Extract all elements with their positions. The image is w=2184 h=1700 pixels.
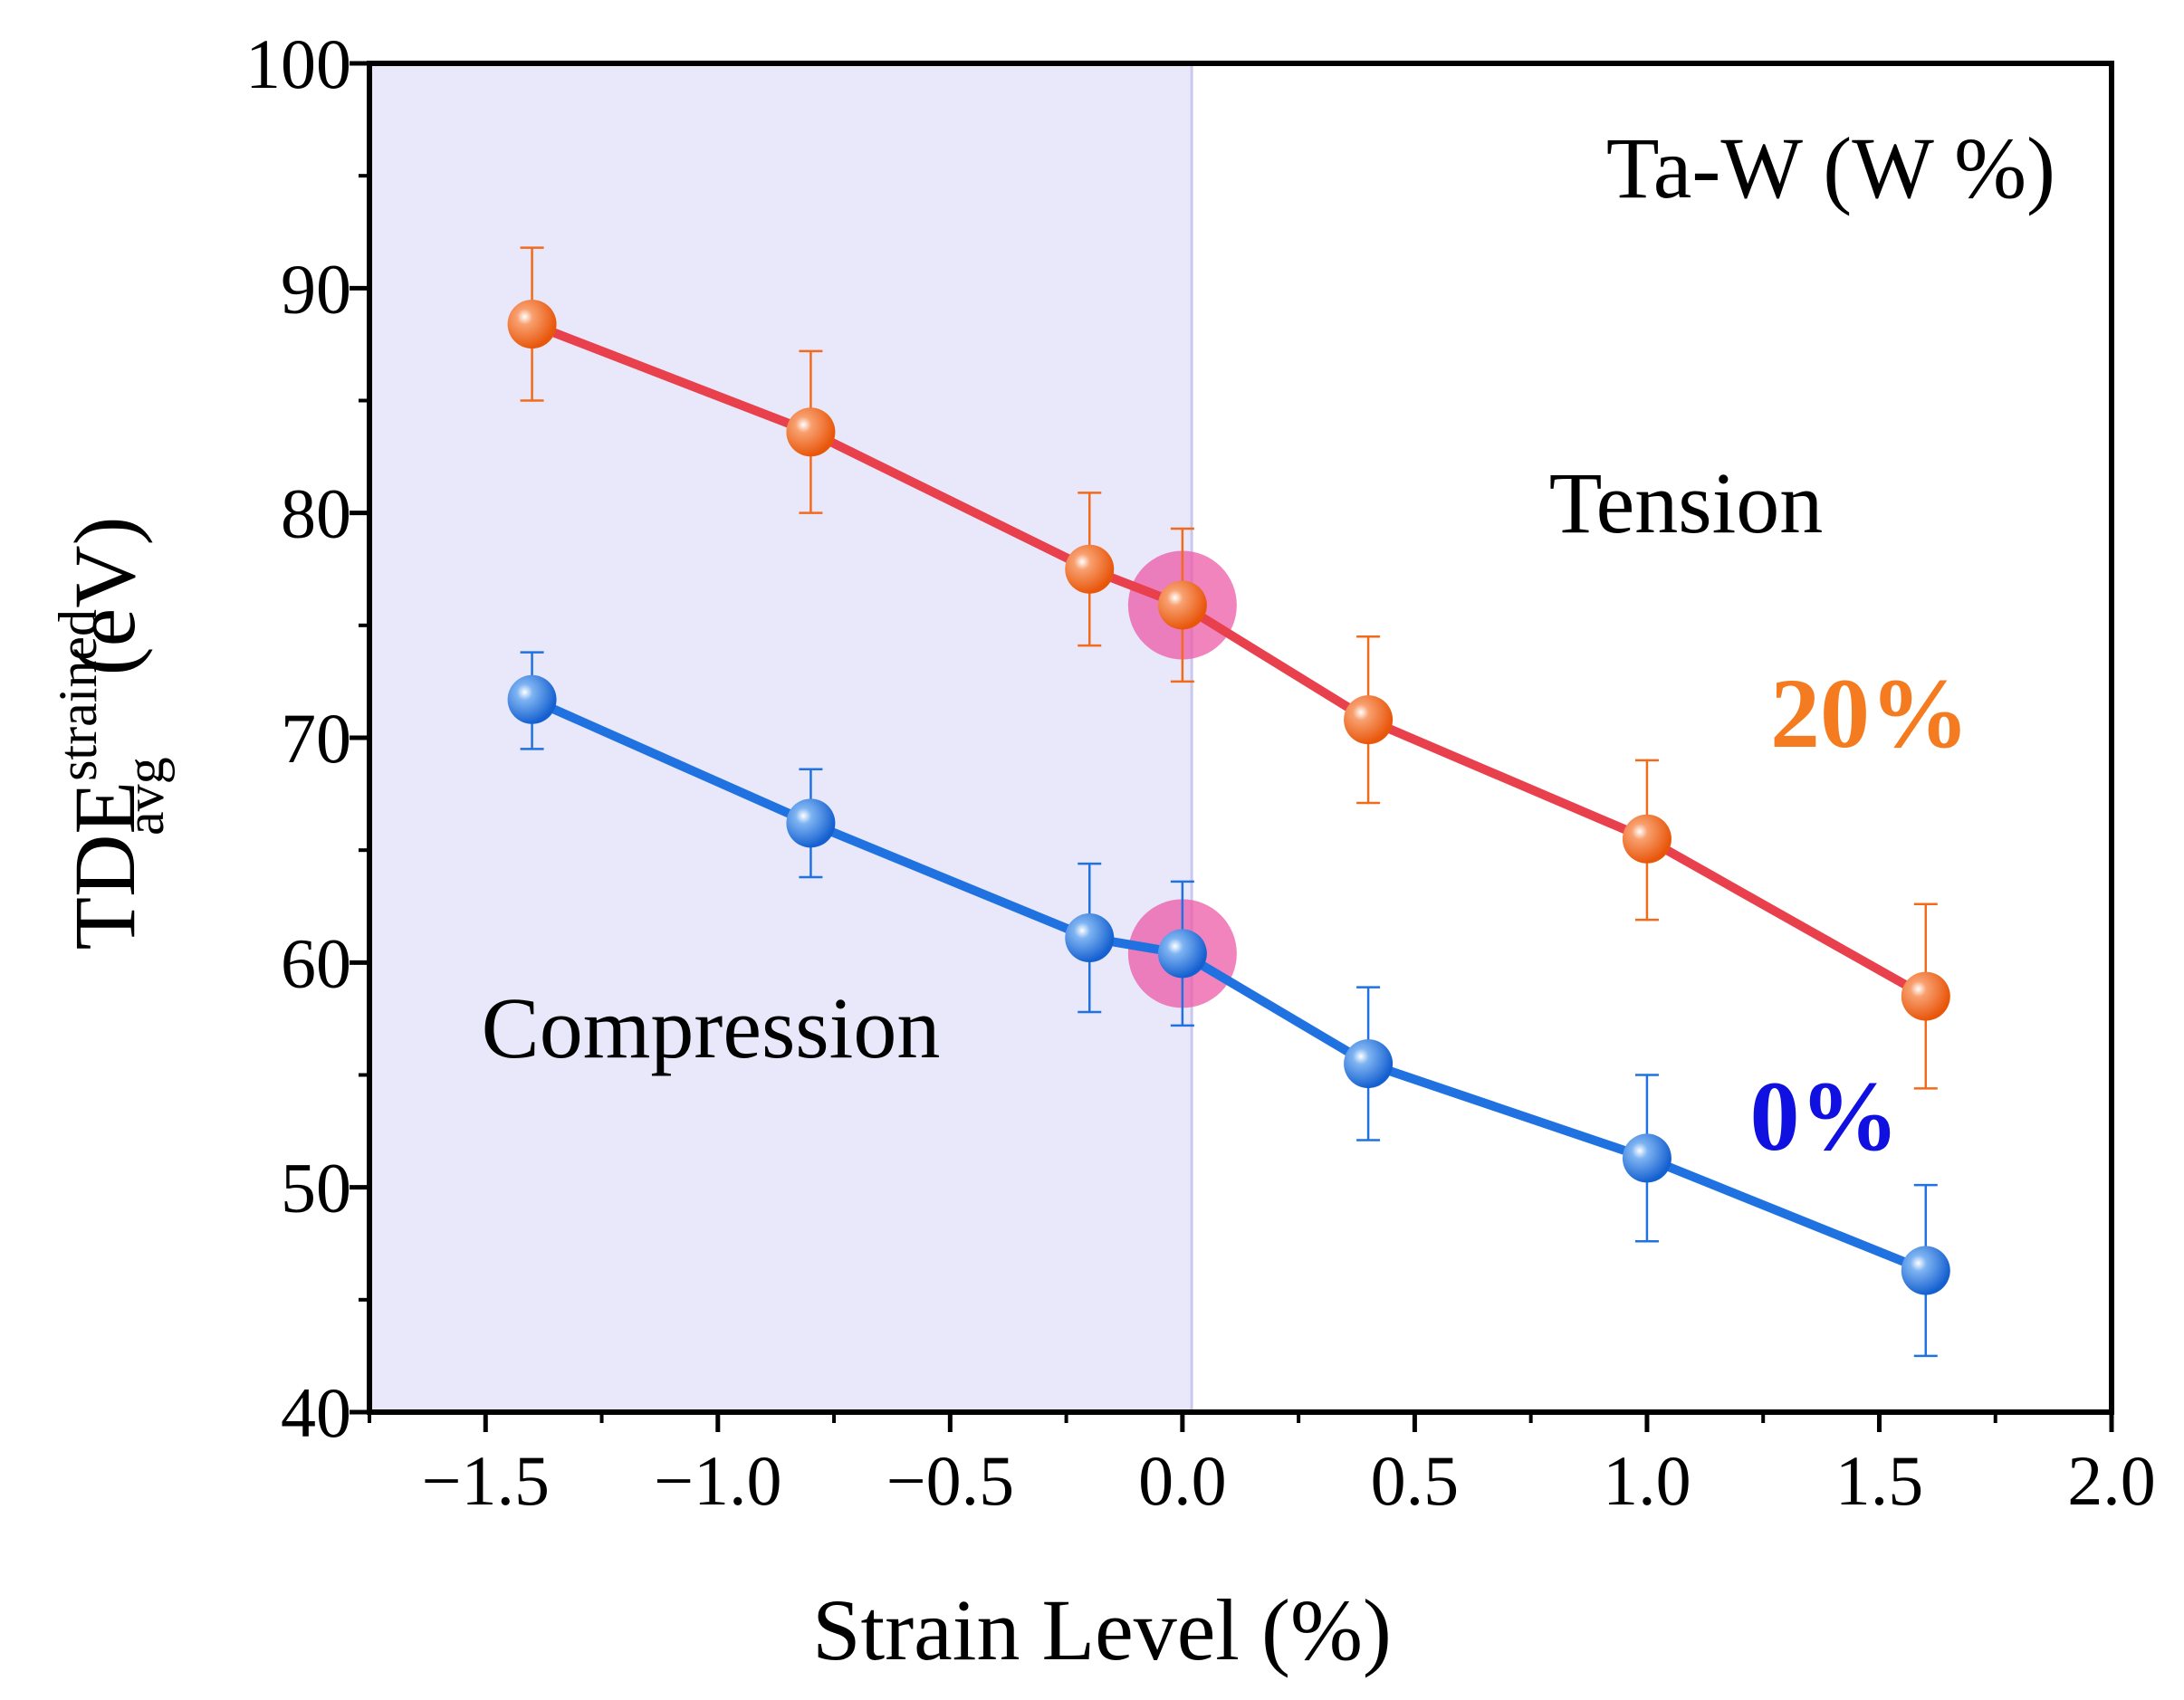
y-axis-title-unit: (eV) [56, 516, 153, 675]
data-point [1157, 929, 1207, 979]
x-axis-title: Strain Level (%) [812, 1581, 1392, 1678]
data-point [1344, 695, 1394, 745]
legend-title: Ta-W (W %) [1606, 119, 2055, 216]
y-axis-title-sup: strained [48, 609, 108, 781]
data-point [786, 798, 836, 848]
series-0 [507, 246, 1950, 1090]
x-tick-label: −0.5 [886, 1441, 1015, 1520]
y-tick-label: 90 [281, 249, 351, 328]
x-tick-label: 2.0 [2067, 1441, 2156, 1520]
svg-text:TDEstrainedavg(eV): TDEstrainedavg (eV) [48, 516, 175, 950]
x-tick-label: 0.5 [1371, 1441, 1460, 1520]
data-point [1065, 913, 1115, 963]
y-axis-title-sub: avg [115, 757, 175, 836]
x-tick-label: 1.0 [1603, 1441, 1691, 1520]
x-tick-label: 0.0 [1138, 1441, 1227, 1520]
data-point [1901, 1246, 1950, 1295]
data-point [786, 407, 836, 457]
x-tick-label: −1.5 [422, 1441, 551, 1520]
data-point [1157, 580, 1207, 630]
y-axis-title-base: TDE [56, 781, 153, 950]
compression-label: Compression [482, 979, 941, 1076]
y-tick-label: 40 [281, 1373, 351, 1452]
data-point [507, 674, 557, 724]
data-point [507, 300, 557, 349]
y-axis-title: TDEstrainedavg (eV) [48, 516, 175, 950]
y-tick-label: 50 [281, 1149, 351, 1227]
series-label-20: 20% [1770, 658, 1969, 769]
data-point [1065, 544, 1115, 594]
data-point [1344, 1039, 1394, 1089]
series-label-0: 0% [1750, 1061, 1900, 1171]
y-tick-label: 100 [245, 24, 351, 103]
data-point [1622, 814, 1672, 864]
x-tick-label: −1.0 [654, 1441, 782, 1520]
y-tick-label: 80 [281, 474, 351, 553]
data-point [1901, 971, 1950, 1021]
y-tick-label: 60 [281, 923, 351, 1002]
data-point [1622, 1133, 1672, 1183]
compression-region [369, 63, 1193, 1412]
tension-label: Tension [1549, 454, 1824, 551]
x-tick-label: 1.5 [1835, 1441, 1924, 1520]
series-1 [507, 651, 1950, 1358]
y-tick-label: 70 [281, 699, 351, 778]
